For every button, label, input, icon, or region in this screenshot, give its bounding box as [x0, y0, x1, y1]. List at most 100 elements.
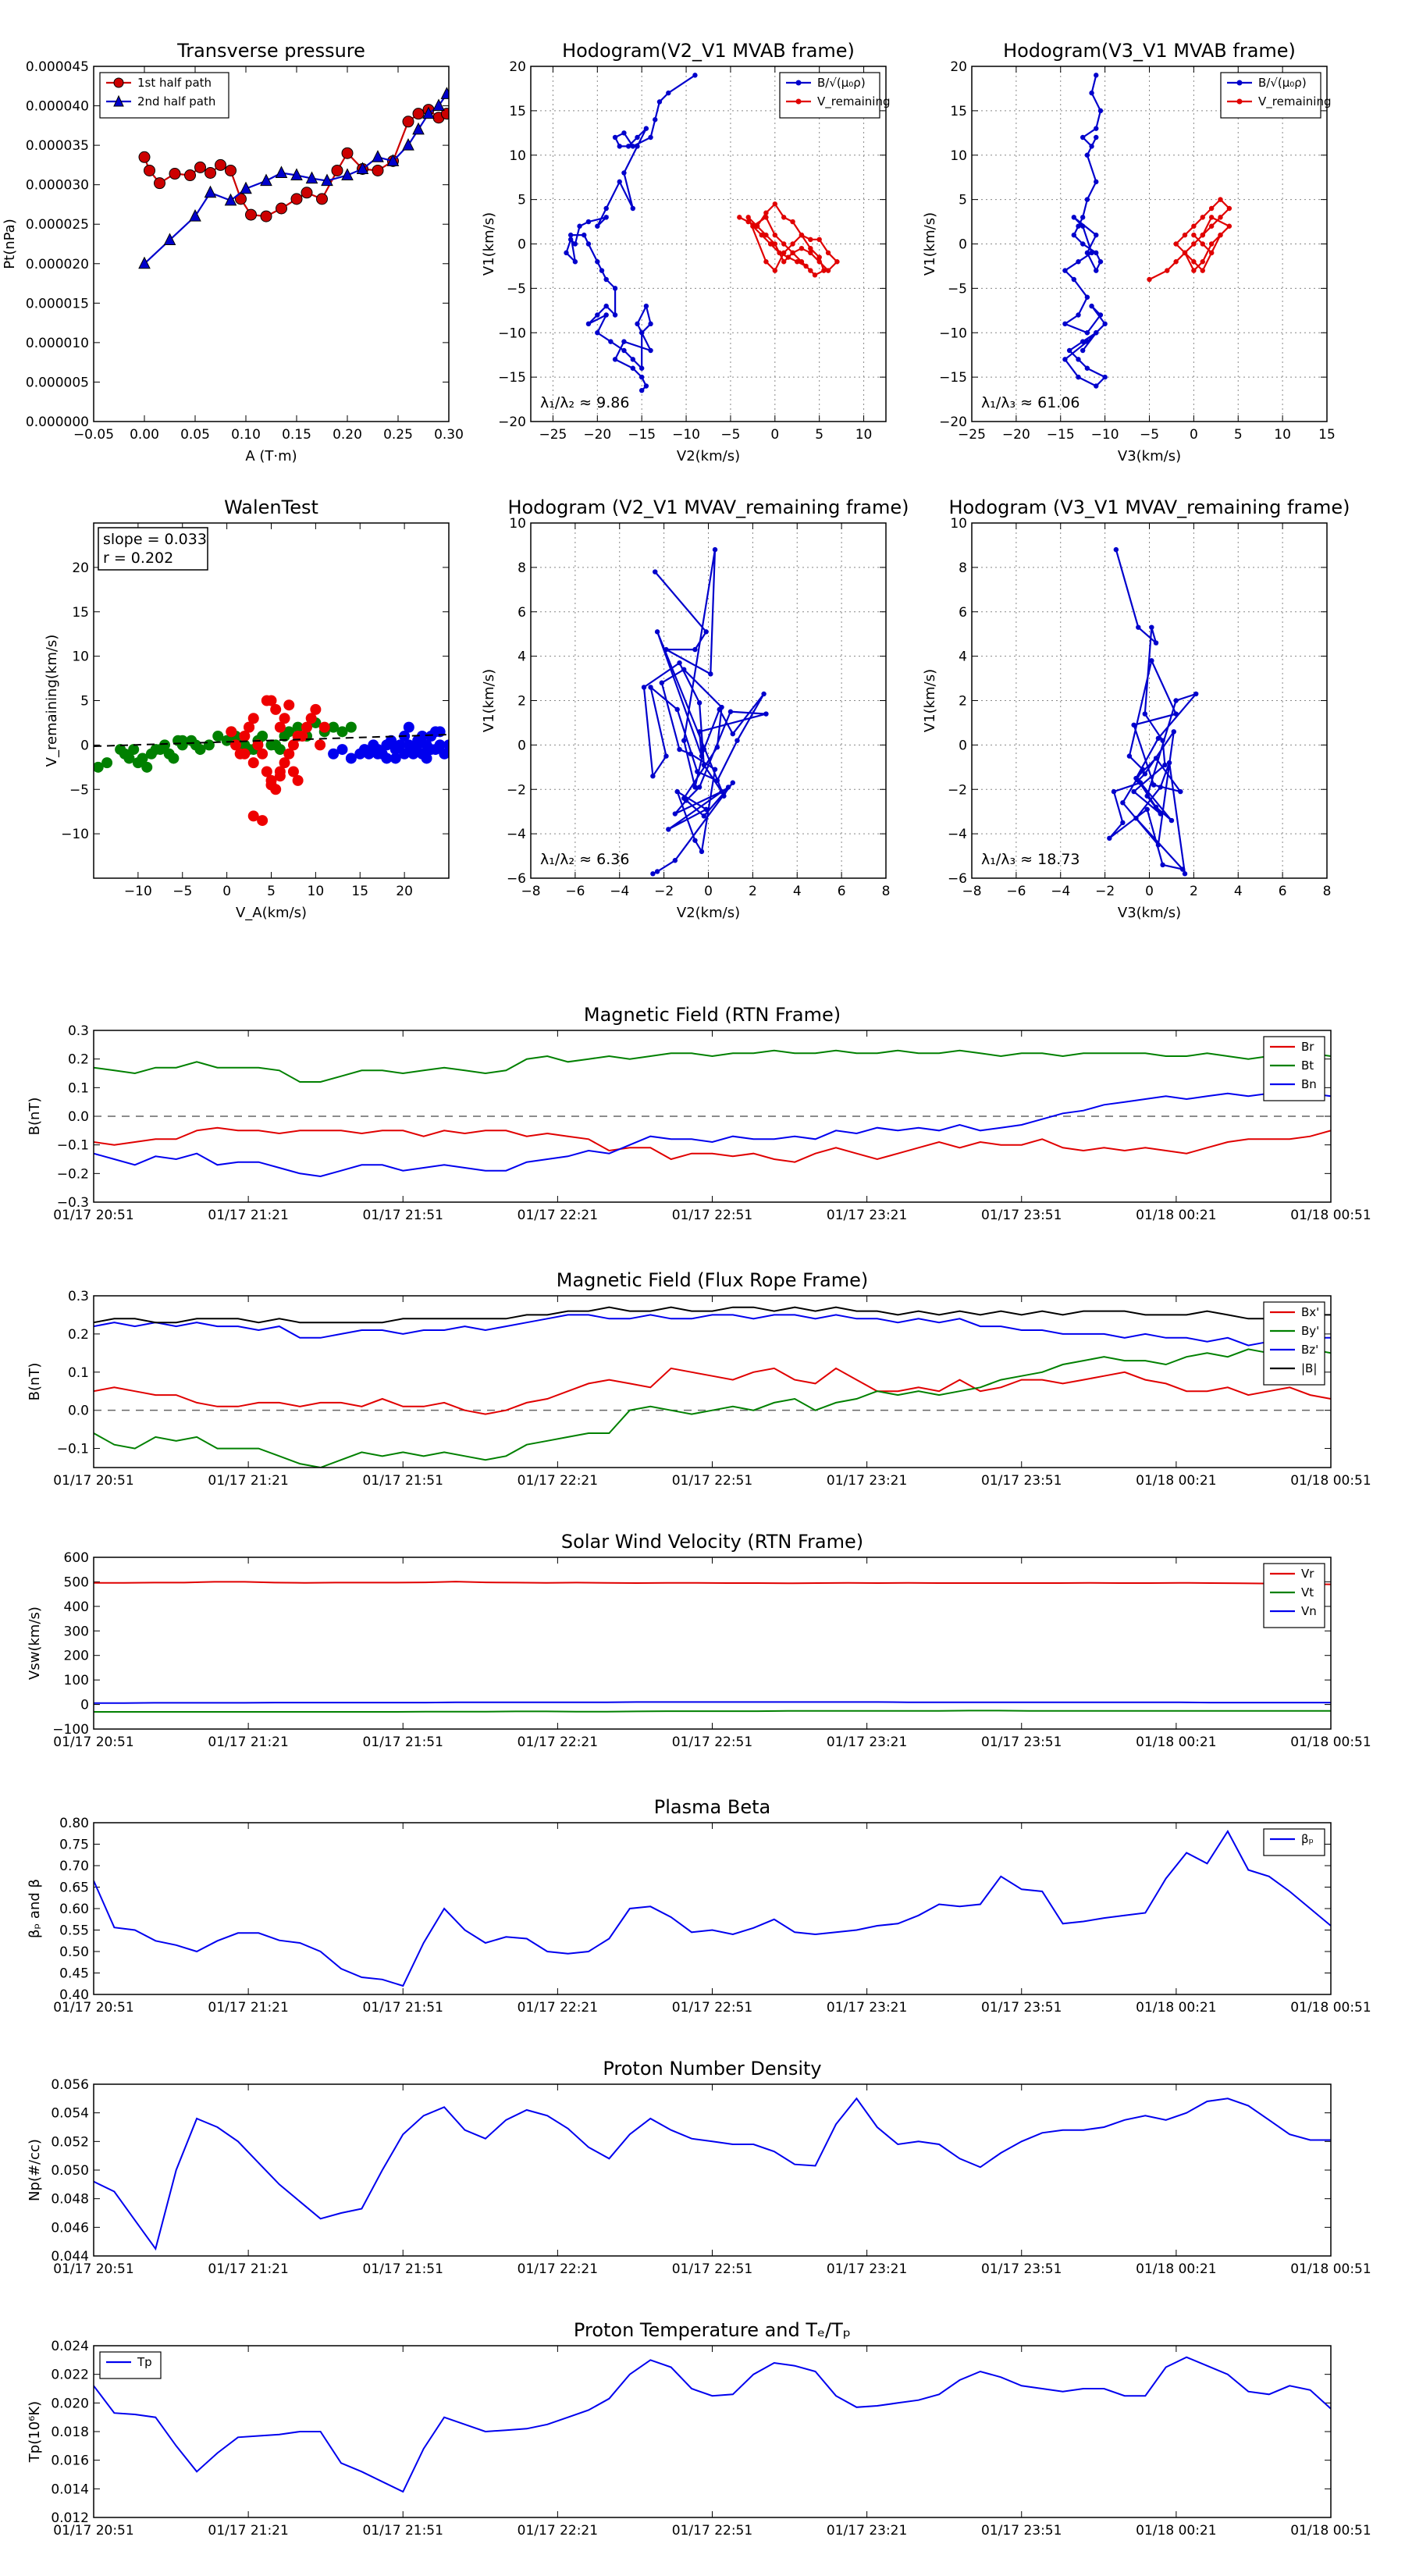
data-point [767, 241, 774, 247]
data-point [1084, 330, 1090, 336]
y-tick-label: −15 [498, 370, 526, 386]
x-tick-label: 0.00 [130, 427, 159, 443]
data-point [799, 245, 805, 251]
x-tick-label: −4 [610, 884, 629, 899]
data-point [440, 108, 449, 120]
data-point [1160, 862, 1165, 868]
data-point [1137, 780, 1144, 785]
x-tick-label: 01/17 21:51 [363, 1473, 443, 1489]
data-point [141, 761, 153, 773]
y-tick-label: 0.054 [51, 2106, 89, 2122]
y-tick-label: 0.016 [51, 2453, 89, 2469]
data-point [712, 546, 718, 553]
data-point [750, 223, 756, 229]
data-point [1076, 312, 1081, 318]
legend: Tp [99, 2351, 162, 2379]
data-point [443, 739, 449, 751]
y-tick-label: −20 [939, 415, 967, 430]
x-tick-label: −8 [521, 884, 540, 899]
data-point [1080, 339, 1086, 344]
data-point [275, 165, 288, 178]
data-point [648, 134, 653, 141]
chart-walen: WalenTest −10 −5 0 5 10 15 20 −10 −5 0 5 10 15 20 V_A(k… [44, 496, 450, 921]
x-tick-label: 0.30 [434, 427, 464, 443]
data-point [1071, 276, 1077, 283]
data-point [666, 90, 671, 96]
x-tick-label: 0.10 [231, 427, 261, 443]
data-point [305, 713, 317, 724]
data-point [1208, 215, 1215, 220]
data-point [617, 144, 622, 149]
series-line-2 [94, 1314, 1331, 1347]
legend-label: V_remaining [1258, 94, 1332, 109]
series-line-2 [94, 1701, 1331, 1704]
x-axis-label: V2(km/s) [677, 448, 740, 464]
data-point [394, 739, 406, 751]
data-point [1200, 215, 1205, 220]
legend-label: Vt [1301, 1585, 1314, 1599]
legend: B/√(μ₀ρ) V_remaining [779, 72, 891, 119]
y-tick-label: 15 [72, 605, 89, 621]
y-tick-label: 0.0 [68, 1109, 89, 1125]
data-point [252, 739, 264, 751]
data-point [703, 806, 709, 813]
legend-marker [795, 80, 802, 86]
x-tick-label: −4 [1051, 884, 1070, 899]
data-point [1208, 205, 1215, 212]
y-tick-label: 0.052 [51, 2134, 89, 2150]
data-point [292, 774, 304, 786]
data-point [328, 721, 340, 733]
data-point [1178, 788, 1183, 795]
x-axis-label: V_A(km/s) [236, 905, 307, 921]
data-point [577, 223, 582, 229]
data-point [1200, 232, 1205, 238]
x-tick-label: 01/17 21:21 [208, 2523, 288, 2539]
y-tick-label: 0.000005 [26, 375, 89, 390]
y-tick-label: 100 [64, 1673, 89, 1688]
y-tick-label: 0.55 [59, 1923, 89, 1939]
y-tick-label: −5 [507, 281, 526, 297]
x-tick-label: 0.25 [383, 427, 413, 443]
x-tick-label: 01/17 22:21 [518, 2523, 598, 2539]
x-tick-label: 01/17 21:21 [208, 1473, 288, 1489]
x-tick-label: 01/17 21:51 [363, 2000, 443, 2016]
x-tick-label: 01/17 23:21 [827, 2261, 907, 2277]
x-tick-label: 01/17 21:21 [208, 2000, 288, 2016]
chart-beta: Plasma Beta 01/17 20:51 01/17 21:21 01/17 2… [27, 1796, 1371, 2016]
data-point [316, 193, 328, 205]
chart-b_fr: Magnetic Field (Flux Rope Frame) 01/17 20… [27, 1269, 1371, 1489]
data-point [1144, 793, 1150, 799]
x-tick-label: 01/18 00:51 [1290, 2523, 1371, 2539]
data-point [1120, 800, 1126, 806]
plot-frame [93, 1030, 1332, 1203]
data-point [225, 164, 237, 176]
data-point [650, 773, 656, 779]
data-point [190, 739, 201, 751]
data-point [399, 748, 411, 760]
data-point [1084, 250, 1090, 256]
data-point [1080, 241, 1086, 247]
data-point [1094, 232, 1099, 238]
y-tick-label: 8 [959, 560, 967, 576]
data-point [781, 215, 787, 220]
data-point [714, 745, 720, 750]
data-point [224, 193, 237, 206]
y-axis-label: V1(km/s) [481, 669, 497, 732]
chart-np: Proton Number Density 01/17 20:51 01/17 21… [27, 2058, 1371, 2277]
data-point [1107, 835, 1112, 841]
y-tick-label: 0.048 [51, 2192, 89, 2208]
data-point [692, 838, 698, 843]
data-point [638, 330, 645, 336]
data-point [1173, 698, 1179, 703]
x-tick-label: 01/17 21:51 [363, 2523, 443, 2539]
x-tick-label: 6 [1279, 884, 1287, 899]
series-line-0 [94, 1126, 1331, 1163]
data-point [816, 254, 822, 260]
data-point [708, 671, 713, 677]
series-line-3 [94, 1306, 1331, 1324]
y-tick-label: 0.70 [59, 1859, 89, 1874]
y-tick-label: 0.2 [68, 1052, 89, 1068]
chart-title: Magnetic Field (RTN Frame) [584, 1004, 841, 1026]
data-point [674, 788, 680, 795]
